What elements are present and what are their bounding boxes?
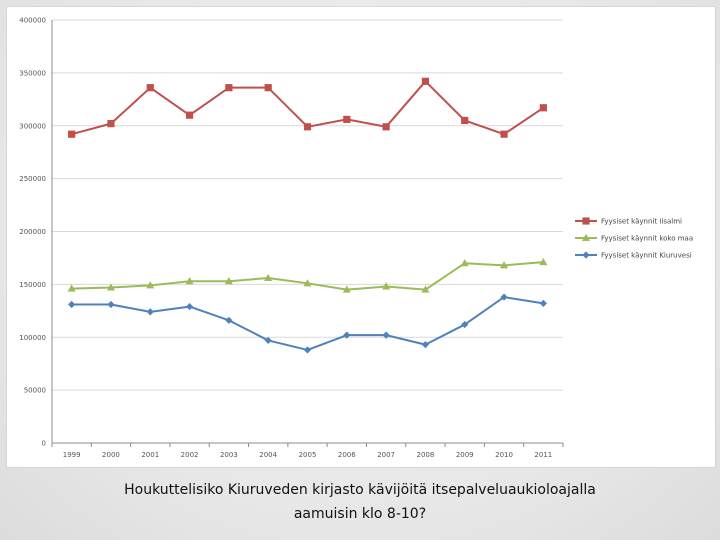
- legend-marker: [582, 217, 590, 225]
- data-point: [146, 84, 154, 92]
- data-point: [264, 336, 272, 345]
- data-point: [343, 331, 351, 339]
- data-point: [68, 130, 76, 138]
- legend-marker: [582, 251, 590, 259]
- legend-label: Fyysiset käynnit koko maa: [601, 235, 693, 243]
- data-point: [225, 316, 233, 324]
- data-point: [303, 123, 312, 131]
- legend-marker: [582, 233, 590, 241]
- data-point: [303, 279, 312, 287]
- y-tick-label: 100000: [19, 334, 46, 342]
- data-point: [539, 257, 548, 266]
- data-point: [500, 130, 508, 138]
- x-tick-label: 2003: [220, 451, 238, 459]
- x-tick-label: 2009: [456, 451, 474, 459]
- data-point: [264, 84, 272, 92]
- x-tick-label: 1999: [63, 451, 81, 459]
- x-tick-label: 2005: [299, 451, 317, 459]
- data-point: [460, 259, 469, 267]
- caption-line-2: aamuisin klo 8-10?: [293, 506, 427, 522]
- y-tick-label: 300000: [19, 122, 46, 130]
- legend-label: Fyysiset käynnit Iisalmi: [601, 218, 682, 226]
- data-point: [185, 277, 194, 285]
- caption-line-1: Houkuttelisiko Kiuruveden kirjasto kävij…: [124, 482, 596, 498]
- x-tick-label: 2004: [259, 451, 277, 459]
- line-chart: 0 50000 100000 150000 200000 250000 300000 3500…: [19, 17, 693, 460]
- x-tick-label: 2006: [338, 451, 356, 459]
- x-tick-label: 2007: [377, 451, 395, 459]
- y-tick-label: 50000: [24, 387, 46, 395]
- data-point: [264, 273, 273, 282]
- data-point: [382, 123, 390, 131]
- data-point: [382, 282, 391, 290]
- data-point: [343, 115, 351, 124]
- slide-caption: Houkuttelisiko Kiuruveden kirjasto kävij…: [0, 478, 720, 526]
- y-tick-label: 400000: [19, 17, 46, 25]
- data-point: [461, 320, 469, 329]
- data-point: [67, 284, 76, 292]
- data-point: [500, 261, 509, 269]
- x-tick-label: 2011: [534, 451, 552, 459]
- data-point: [68, 300, 76, 309]
- legend-label: Fyysiset käynnit Kiuruvesi: [601, 252, 692, 260]
- data-point: [421, 341, 430, 349]
- x-tick-label: 2010: [495, 451, 513, 459]
- data-point: [107, 120, 115, 128]
- data-point: [303, 346, 312, 354]
- chart-panel: 0 50000 100000 150000 200000 250000 300000 3500…: [6, 6, 716, 468]
- data-point: [107, 300, 115, 309]
- data-point: [146, 308, 154, 316]
- series-line: [71, 296, 544, 351]
- data-point: [539, 299, 547, 308]
- data-point: [185, 111, 194, 119]
- data-point: [421, 77, 430, 85]
- y-tick-label: 350000: [19, 69, 46, 77]
- x-tick-label: 2001: [141, 451, 159, 459]
- y-tick-label: 200000: [19, 228, 46, 236]
- data-point: [185, 302, 194, 311]
- y-tick-label: 150000: [19, 281, 46, 289]
- data-point: [421, 285, 430, 293]
- y-tick-label: 0: [42, 440, 46, 448]
- y-tick-label: 250000: [19, 175, 46, 183]
- data-point: [225, 84, 233, 92]
- data-point: [342, 285, 351, 293]
- data-point: [224, 277, 233, 285]
- data-point: [539, 104, 547, 112]
- data-point: [500, 293, 508, 301]
- x-tick-label: 2002: [181, 451, 199, 459]
- x-tick-label: 2008: [417, 451, 435, 459]
- x-tick-label: 2000: [102, 451, 120, 459]
- data-point: [382, 331, 390, 339]
- data-point: [106, 283, 115, 291]
- data-point: [146, 281, 155, 289]
- data-point: [461, 116, 469, 125]
